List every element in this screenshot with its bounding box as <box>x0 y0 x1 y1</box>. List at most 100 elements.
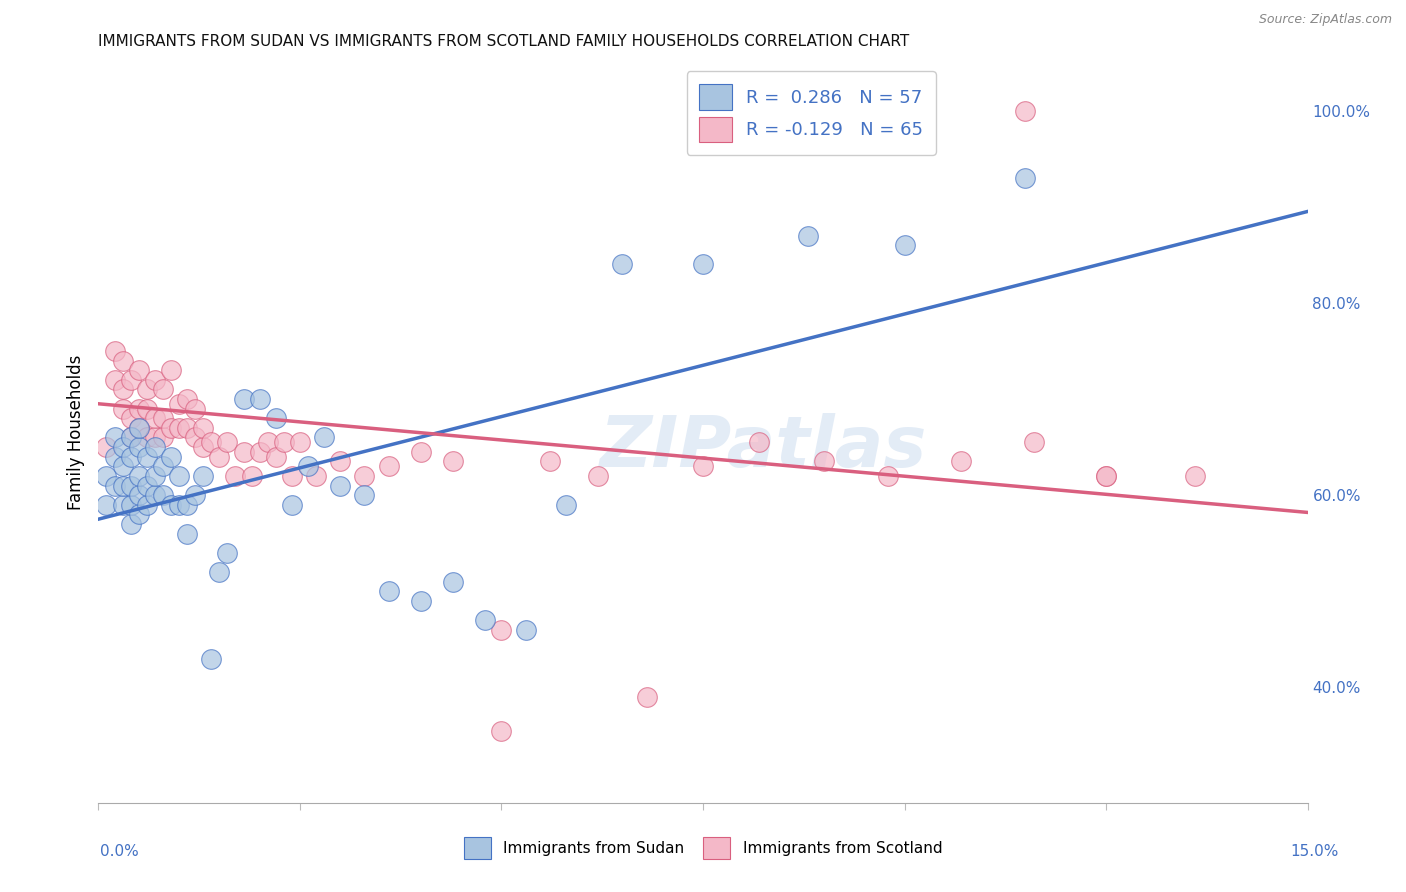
Point <box>152 459 174 474</box>
Point <box>441 574 464 589</box>
Point <box>409 594 432 608</box>
Point <box>135 382 157 396</box>
Point <box>877 469 900 483</box>
Point <box>160 363 183 377</box>
Point <box>167 421 190 435</box>
Point <box>409 445 432 459</box>
Point <box>128 469 150 483</box>
Point <box>288 435 311 450</box>
Point <box>176 421 198 435</box>
Point <box>167 469 190 483</box>
Point <box>120 430 142 444</box>
Point <box>135 498 157 512</box>
Point <box>111 382 134 396</box>
Text: 15.0%: 15.0% <box>1291 845 1339 859</box>
Point <box>329 454 352 468</box>
Text: IMMIGRANTS FROM SUDAN VS IMMIGRANTS FROM SCOTLAND FAMILY HOUSEHOLDS CORRELATION : IMMIGRANTS FROM SUDAN VS IMMIGRANTS FROM… <box>98 34 910 49</box>
Point <box>128 421 150 435</box>
Point <box>120 373 142 387</box>
Point <box>193 421 215 435</box>
Point <box>96 469 118 483</box>
Point <box>128 508 150 522</box>
Point <box>111 498 134 512</box>
Point <box>636 690 658 704</box>
Point <box>224 469 246 483</box>
Point <box>1022 435 1045 450</box>
Point <box>281 498 304 512</box>
Point <box>160 450 183 464</box>
Point <box>128 363 150 377</box>
Point <box>184 401 207 416</box>
Point <box>96 498 118 512</box>
Point <box>515 623 537 637</box>
Point <box>264 411 287 425</box>
Point <box>748 435 770 450</box>
Point <box>103 430 125 444</box>
Point <box>538 454 561 468</box>
Point <box>135 478 157 492</box>
Point <box>111 440 134 454</box>
Text: ZIPatlas: ZIPatlas <box>600 413 927 482</box>
Point <box>555 498 578 512</box>
Point <box>612 257 634 271</box>
Text: 0.0%: 0.0% <box>100 845 139 859</box>
Point <box>256 435 278 450</box>
Point <box>128 488 150 502</box>
Point <box>193 469 215 483</box>
Point <box>297 459 319 474</box>
Point <box>135 450 157 464</box>
Point <box>377 459 399 474</box>
Point <box>143 373 166 387</box>
Point <box>176 392 198 406</box>
Point <box>103 343 125 358</box>
Point <box>329 478 352 492</box>
Text: Source: ZipAtlas.com: Source: ZipAtlas.com <box>1258 13 1392 27</box>
Point <box>143 411 166 425</box>
Point <box>893 238 915 252</box>
Point <box>281 469 304 483</box>
Point <box>143 488 166 502</box>
Point <box>193 440 215 454</box>
Point <box>176 498 198 512</box>
Point <box>249 445 271 459</box>
Point <box>96 440 118 454</box>
Point <box>949 454 972 468</box>
Point <box>273 435 295 450</box>
Point <box>184 430 207 444</box>
Point <box>305 469 328 483</box>
Point <box>111 401 134 416</box>
Point <box>120 478 142 492</box>
Point <box>160 498 183 512</box>
Point <box>208 565 231 579</box>
Point <box>135 401 157 416</box>
Point <box>143 440 166 454</box>
Point <box>103 373 125 387</box>
Y-axis label: Family Households: Family Households <box>66 355 84 510</box>
Point <box>1014 170 1036 185</box>
Point <box>143 469 166 483</box>
Point <box>232 392 254 406</box>
Point <box>111 353 134 368</box>
Point <box>1095 469 1118 483</box>
Point <box>692 459 714 474</box>
Legend: Immigrants from Sudan, Immigrants from Scotland: Immigrants from Sudan, Immigrants from S… <box>453 826 953 869</box>
Point <box>491 623 513 637</box>
Point <box>1095 469 1118 483</box>
Point <box>120 450 142 464</box>
Point <box>692 257 714 271</box>
Point <box>491 723 513 738</box>
Point <box>353 488 375 502</box>
Point <box>249 392 271 406</box>
Point <box>813 103 835 118</box>
Point <box>103 478 125 492</box>
Point <box>120 498 142 512</box>
Point <box>474 613 496 627</box>
Point <box>441 454 464 468</box>
Point <box>152 430 174 444</box>
Point <box>200 651 222 665</box>
Point <box>176 526 198 541</box>
Point <box>135 430 157 444</box>
Point <box>377 584 399 599</box>
Point <box>1184 469 1206 483</box>
Point <box>217 435 239 450</box>
